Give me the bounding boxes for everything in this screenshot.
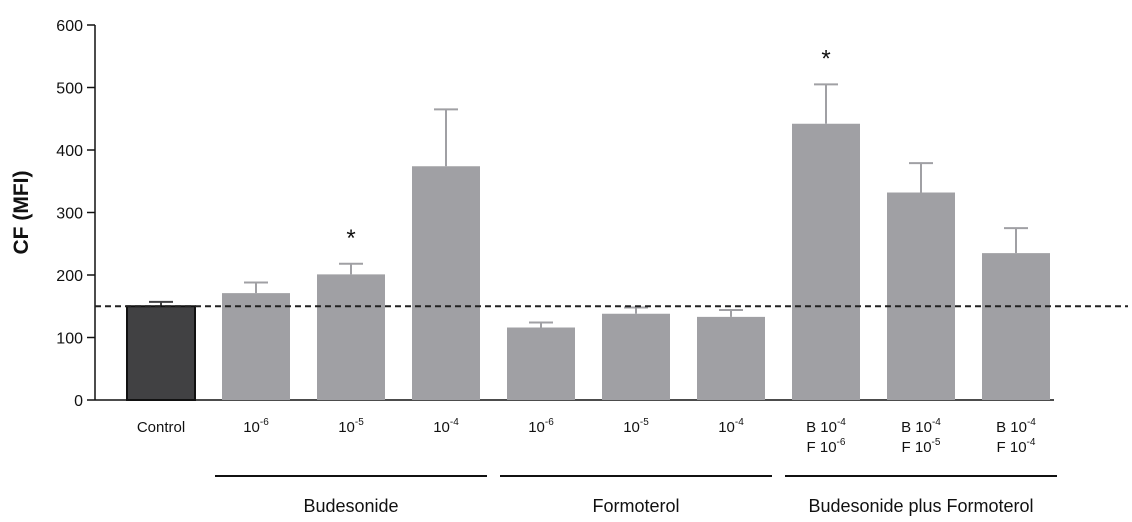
bar (697, 316, 765, 400)
x-tick-label: B 10-4 (996, 417, 1036, 436)
bar (602, 313, 670, 400)
significance-marker: * (346, 225, 355, 252)
y-tick-label: 400 (56, 143, 83, 160)
y-tick-label: 0 (74, 393, 83, 410)
group-label: Formoterol (592, 496, 679, 516)
bar (982, 253, 1050, 400)
y-tick-label: 600 (56, 18, 83, 35)
x-tick-label: 10-6 (528, 417, 554, 436)
x-tick-label: B 10-4 (901, 417, 941, 436)
group-labels: Budesonide Formoterol Budesonide plus Form… (215, 475, 1057, 516)
bar (412, 166, 480, 400)
y-axis: 0 100 200 300 400 500 600 (56, 18, 96, 410)
y-tick-label: 100 (56, 331, 83, 348)
y-tick-label: 200 (56, 268, 83, 285)
x-tick-label: 10-5 (623, 417, 649, 436)
bar (507, 327, 575, 400)
y-tick-label: 500 (56, 81, 83, 98)
x-tick-label: 10-5 (338, 417, 364, 436)
bar (792, 123, 860, 400)
x-tick-label: Control (137, 419, 185, 436)
bars: ** (95, 45, 1054, 401)
x-tick-label: 10-4 (718, 417, 744, 436)
x-tick-label: F 10-5 (902, 437, 941, 456)
bar (317, 274, 385, 400)
category-labels: Control 10-6 10-5 10-4 10-6 10-5 10-4 B 10-4F 1… (137, 417, 1036, 456)
bar (887, 192, 955, 400)
y-tick-label: 300 (56, 206, 83, 223)
x-tick-label: F 10-4 (997, 437, 1036, 456)
significance-marker: * (821, 45, 830, 72)
group-label: Budesonide (303, 496, 398, 516)
x-tick-label: B 10-4 (806, 417, 846, 436)
bar (126, 305, 196, 401)
group-label: Budesonide plus Formoterol (808, 496, 1033, 516)
x-tick-label: 10-4 (433, 417, 459, 436)
x-tick-label: F 10-6 (807, 437, 846, 456)
y-axis-label: CF (MFI) (10, 171, 33, 255)
x-tick-label: 10-6 (243, 417, 269, 436)
bar (222, 293, 290, 400)
